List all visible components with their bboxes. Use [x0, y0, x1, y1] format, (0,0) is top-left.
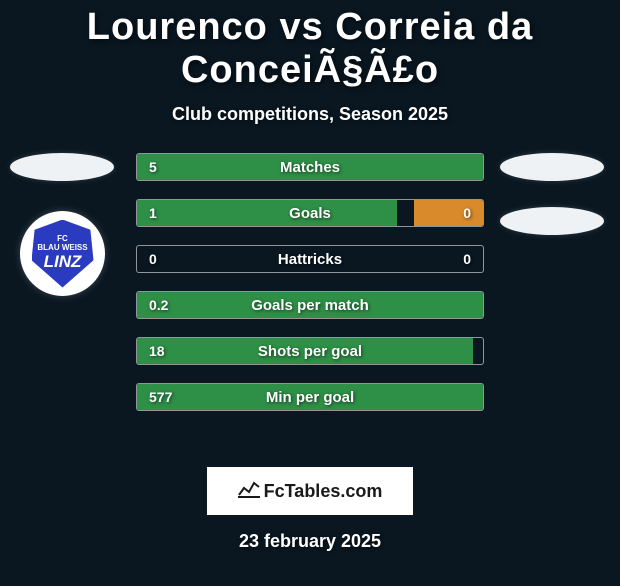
player-photo-placeholder: [500, 153, 604, 181]
player-photo-placeholder: [10, 153, 114, 181]
stat-row: Goals10: [136, 199, 484, 227]
brand-badge: FcTables.com: [207, 467, 413, 515]
shield-icon: FC BLAU WEISS LINZ: [32, 220, 94, 288]
brand-text: FcTables.com: [264, 481, 383, 502]
stat-label: Hattricks: [137, 246, 483, 272]
stat-fill-left: [137, 338, 473, 364]
stat-fill-left: [137, 154, 483, 180]
stat-bars: Matches5 Goals10 Hattricks0 0 Goals per matc…: [136, 153, 484, 429]
infographic-date: 23 february 2025: [0, 531, 620, 552]
stat-fill-left: [137, 384, 483, 410]
club-badge-placeholder: [500, 207, 604, 235]
shield-main: LINZ: [44, 253, 82, 272]
page-title: Lourenco vs Correia da ConceiÃ§Ã£o: [0, 6, 620, 92]
stat-row: Shots per goal18: [136, 337, 484, 365]
comparison-chart: FC BLAU WEISS LINZ Matches5 Goals10 Hattri…: [0, 153, 620, 453]
stat-fill-right: [414, 200, 483, 226]
stat-value-left: 0: [149, 246, 157, 272]
stat-row: Matches5: [136, 153, 484, 181]
stat-row: Goals per match0.2: [136, 291, 484, 319]
stat-row: Hattricks0 0: [136, 245, 484, 273]
stat-fill-left: [137, 292, 483, 318]
left-player-col: FC BLAU WEISS LINZ: [10, 153, 120, 453]
stat-row: Min per goal577: [136, 383, 484, 411]
right-player-col: [500, 153, 610, 453]
brand-chart-icon: [238, 480, 260, 503]
stat-fill-left: [137, 200, 397, 226]
page-subtitle: Club competitions, Season 2025: [0, 104, 620, 125]
stat-value-right: 0: [463, 246, 471, 272]
club-badge: FC BLAU WEISS LINZ: [20, 211, 105, 296]
